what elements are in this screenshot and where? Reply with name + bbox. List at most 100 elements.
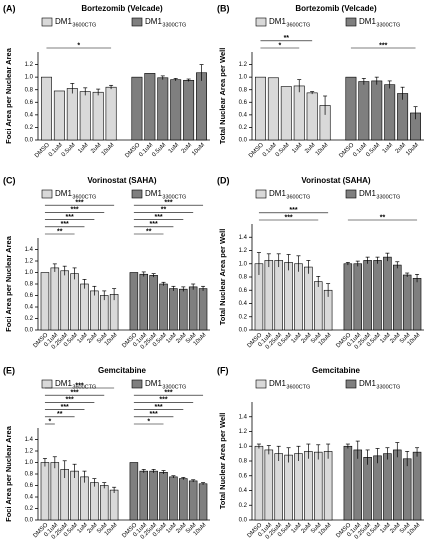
y-tick-label: 0.0 [25, 518, 34, 524]
bar [196, 72, 208, 141]
y-axis-label: Total Nuclear Area per Well [218, 413, 227, 510]
y-tick-label: 0.2 [239, 503, 248, 509]
panel-label: (A) [3, 3, 16, 13]
bar [393, 264, 402, 331]
x-tick-label: 10uM [405, 142, 420, 157]
significance-label: *** [164, 200, 172, 207]
y-tick-label: 1.0 [25, 75, 34, 81]
legend-swatch [255, 379, 267, 389]
bar [254, 445, 264, 521]
significance-label: *** [75, 382, 83, 389]
y-tick-label: 0.0 [25, 328, 34, 334]
y-tick-label: 1.0 [239, 444, 248, 450]
x-tick-label: 0.5uM [61, 142, 77, 158]
legend-label: DM1 [145, 17, 162, 26]
y-axis-label: Total Nuclear Area per Well [218, 229, 227, 326]
bar [80, 476, 89, 521]
significance-label: *** [284, 214, 292, 221]
bar [157, 77, 169, 141]
bar [304, 451, 313, 521]
legend-swatch [41, 17, 53, 27]
bar [267, 77, 279, 141]
y-tick-label: 0.4 [239, 488, 248, 494]
y-tick-label: 0.0 [239, 518, 248, 524]
legend-label-sub: 3600CTG [286, 22, 310, 28]
x-tick-label: DMSO [338, 142, 355, 159]
significance-label: *** [289, 207, 297, 214]
y-tick-label: 0.2 [25, 506, 34, 512]
y-tick-label: 1.2 [239, 248, 248, 254]
y-tick-label: 1.4 [25, 437, 34, 443]
legend-swatch [345, 17, 357, 27]
legend-label: DM1 [269, 189, 286, 198]
bar [179, 478, 188, 521]
bar [373, 455, 382, 521]
legend-label: DM1 [359, 189, 376, 198]
y-tick-label: 0.4 [25, 305, 34, 311]
significance-label: *** [61, 221, 69, 228]
legend-label-sub: 3300CTG [376, 384, 400, 390]
bar [149, 470, 158, 521]
legend-label: DM1 [269, 17, 286, 26]
significance-label: *** [154, 214, 162, 221]
panel-title: Bortezomib (Velcade) [295, 4, 377, 13]
y-tick-label: 0.2 [25, 316, 34, 322]
bar [383, 453, 392, 521]
bar [412, 278, 422, 331]
bar [70, 273, 79, 331]
bar [105, 86, 117, 141]
y-tick-label: 0.6 [239, 100, 248, 106]
significance-label: *** [70, 207, 78, 214]
bar [70, 470, 79, 521]
panel-label: (B) [217, 3, 230, 13]
significance-label: *** [66, 397, 74, 404]
significance-label: * [49, 418, 52, 425]
x-tick-label: 1uM [291, 142, 303, 154]
significance-label: *** [66, 214, 74, 221]
legend-label: DM1 [359, 379, 376, 388]
bar [383, 256, 392, 331]
panel-title: Vorinostat (SAHA) [301, 176, 371, 185]
bar [139, 470, 149, 521]
bar [159, 283, 168, 331]
bar [393, 449, 402, 521]
bar [353, 263, 363, 331]
bar [99, 295, 109, 331]
bar [353, 449, 363, 521]
bar [304, 266, 313, 331]
legend-label-sub: 3300CTG [376, 194, 400, 200]
bar [129, 272, 139, 331]
bar [397, 93, 409, 141]
bar [371, 80, 383, 141]
y-tick-label: 0.4 [25, 112, 34, 118]
legend-label: DM1 [55, 379, 72, 388]
bar [53, 90, 65, 141]
bar [313, 281, 323, 331]
legend-label: DM1 [359, 17, 376, 26]
legend-swatch [131, 17, 143, 27]
panel-title: Gemcitabine [98, 366, 147, 375]
bar [402, 274, 412, 331]
y-tick-label: 0.8 [25, 282, 34, 288]
y-tick-label: 0.0 [25, 138, 34, 144]
bar [313, 451, 323, 521]
y-tick-label: 1.0 [239, 261, 248, 267]
legend-label: DM1 [145, 379, 162, 388]
y-tick-label: 1.0 [25, 460, 34, 466]
bar [79, 91, 91, 141]
bar [293, 85, 305, 141]
significance-label: * [77, 42, 80, 49]
bar [92, 91, 104, 141]
significance-label: ** [161, 207, 167, 214]
bar [373, 260, 382, 331]
y-tick-label: 0.8 [25, 472, 34, 478]
legend-label-sub: 3600CTG [72, 22, 96, 28]
significance-label: * [147, 418, 150, 425]
bar [149, 275, 158, 331]
bar [40, 76, 52, 141]
bar [284, 262, 293, 331]
y-tick-label: 0.8 [25, 87, 34, 93]
y-tick-label: 1.2 [25, 259, 34, 265]
significance-label: * [278, 42, 281, 49]
